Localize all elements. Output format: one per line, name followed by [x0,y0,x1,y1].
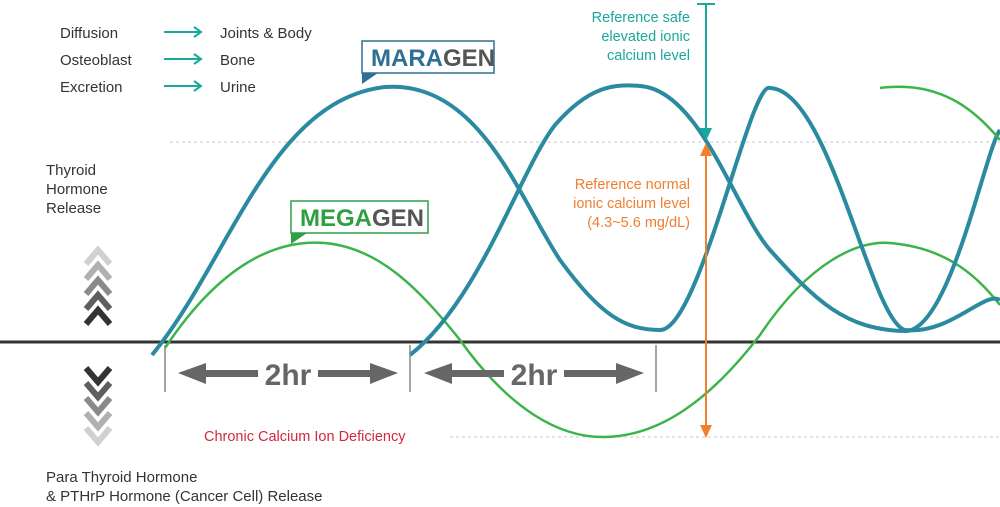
interval-markers: 2hr 2hr [164,345,657,392]
megagen-label-part2: GEN [372,205,424,232]
down-chevrons-icon [83,366,113,447]
maragen-callout: MARAGEN [361,40,495,84]
teal-arrow-icon [164,26,203,38]
megagen-label-part1: MEGA [300,205,372,232]
maragen-label-part2: GEN [443,45,495,72]
legend-row-osteoblast: Osteoblast Bone [60,52,255,69]
svg-text:MEGAGEN: MEGAGEN [300,205,424,232]
svg-text:(4.3~5.6 mg/dL): (4.3~5.6 mg/dL) [587,215,690,231]
megagen-curve-tail [879,85,1000,141]
legend-target-label: Bone [220,52,255,69]
svg-text:Hormone: Hormone [46,181,108,198]
legend-source-label: Osteoblast [60,52,133,69]
normal-level-label: Reference normal ionic calcium level (4.… [573,177,690,231]
maragen-curve-segment [408,83,1000,357]
left-arrow-icon [178,363,258,384]
maragen-label-part1: MARA [371,45,443,72]
maragen-curve [150,84,1000,357]
svg-text:Reference safe: Reference safe [592,10,690,26]
normal-range-arrow [700,143,712,438]
deficiency-label: Chronic Calcium Ion Deficiency [204,429,406,445]
legend-target-label: Joints & Body [220,25,312,42]
megagen-callout: MEGAGEN [290,200,429,244]
svg-text:Thyroid: Thyroid [46,162,96,179]
legend-row-excretion: Excretion Urine [60,79,256,96]
safe-level-marker [697,3,715,141]
svg-text:Reference normal: Reference normal [575,177,690,193]
safe-level-label: Reference safe elevated ionic calcium le… [592,10,690,64]
legend-source-label: Diffusion [60,25,118,42]
megagen-curve [163,241,1000,439]
svg-text:Para Thyroid Hormone: Para Thyroid Hormone [46,469,197,486]
right-arrow-icon [564,363,644,384]
teal-arrow-icon [164,80,203,92]
right-arrow-icon [318,363,398,384]
svg-text:calcium level: calcium level [607,48,690,64]
up-chevrons-icon [83,245,113,326]
thyroid-hormone-label: Thyroid Hormone Release [46,162,108,217]
interval-label-2: 2hr [511,359,558,392]
svg-text:elevated ionic: elevated ionic [601,29,690,45]
interval-label-1: 2hr [265,359,312,392]
parathyroid-hormone-label: Para Thyroid Hormone & PTHrP Hormone (Ca… [46,469,322,505]
legend-source-label: Excretion [60,79,123,96]
legend-target-label: Urine [220,79,256,96]
svg-text:Release: Release [46,200,101,217]
svg-text:ionic calcium level: ionic calcium level [573,196,690,212]
svg-text:& PTHrP Hormone (Cancer Cell): & PTHrP Hormone (Cancer Cell) Release [46,488,322,505]
teal-arrow-icon [164,53,203,65]
legend: Diffusion Joints & Body Osteoblast Bone … [60,25,312,96]
svg-text:MARAGEN: MARAGEN [371,45,495,72]
left-arrow-icon [424,363,504,384]
legend-row-diffusion: Diffusion Joints & Body [60,25,312,42]
